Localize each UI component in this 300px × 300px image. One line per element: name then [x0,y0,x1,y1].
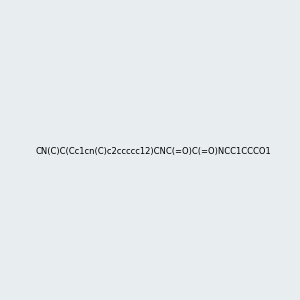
Text: CN(C)C(Cc1cn(C)c2ccccc12)CNC(=O)C(=O)NCC1CCCO1: CN(C)C(Cc1cn(C)c2ccccc12)CNC(=O)C(=O)NCC… [36,147,272,156]
